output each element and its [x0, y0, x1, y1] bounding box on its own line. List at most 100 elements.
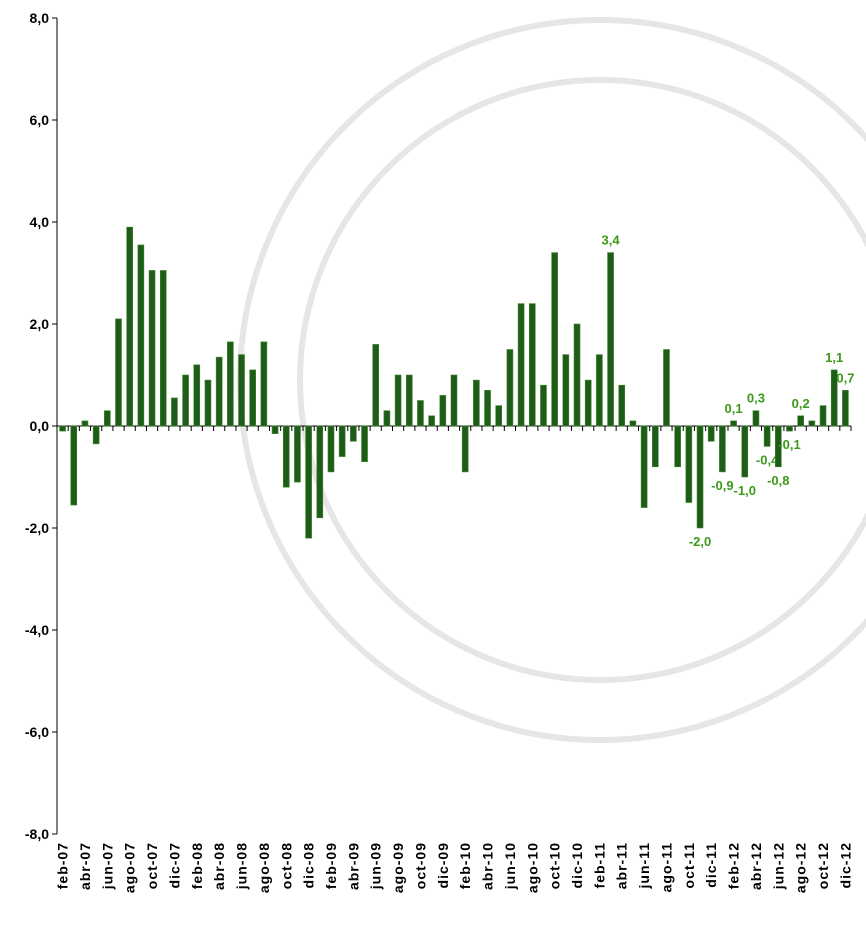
- x-tick-label: ago-09: [390, 842, 406, 893]
- bar: [585, 380, 591, 426]
- bar: [227, 342, 233, 426]
- bar: [362, 426, 368, 462]
- bar: [127, 227, 133, 426]
- x-tick-label: ago-11: [658, 842, 674, 892]
- bar: [731, 421, 737, 426]
- x-tick-label: dic-09: [435, 842, 451, 888]
- value-label: 0,1: [725, 401, 743, 416]
- x-tick-label: jun-11: [636, 842, 652, 889]
- value-label: 0,7: [836, 370, 854, 385]
- value-label: 3,4: [602, 233, 621, 248]
- bar: [507, 350, 513, 427]
- x-tick-label: ago-07: [122, 842, 138, 893]
- bar: [540, 385, 546, 426]
- y-tick-label: 6,0: [30, 112, 50, 128]
- bar: [429, 416, 435, 426]
- bar: [283, 426, 289, 487]
- bar: [239, 355, 245, 426]
- x-tick-label: dic-07: [166, 842, 182, 888]
- value-label: -2,0: [689, 534, 711, 549]
- bar: [406, 375, 412, 426]
- x-tick-label: jun-12: [770, 842, 786, 890]
- bar: [194, 365, 200, 426]
- bar: [742, 426, 748, 477]
- x-tick-label: feb-11: [591, 842, 607, 888]
- value-label: -0,8: [767, 473, 789, 488]
- x-tick-label: dic-11: [703, 842, 719, 888]
- bar: [205, 380, 211, 426]
- bar: [373, 344, 379, 426]
- bar: [608, 253, 614, 426]
- bar: [171, 398, 177, 426]
- bar: [440, 395, 446, 426]
- bar: [306, 426, 312, 538]
- bar: [764, 426, 770, 446]
- x-tick-label: feb-07: [55, 842, 71, 889]
- bar: [417, 401, 423, 427]
- x-tick-label: dic-10: [569, 842, 585, 888]
- x-tick-label: dic-12: [837, 842, 853, 888]
- bar: [71, 426, 77, 505]
- bar: [160, 270, 166, 426]
- bar: [842, 390, 848, 426]
- bar: [350, 426, 356, 441]
- chart: -8,0-6,0-4,0-2,00,02,04,06,08,0feb-07abr…: [0, 0, 866, 937]
- x-tick-label: oct-12: [815, 842, 831, 889]
- bar: [149, 270, 155, 426]
- bar: [384, 411, 390, 426]
- bar: [753, 411, 759, 426]
- bar: [563, 355, 569, 426]
- bar: [686, 426, 692, 503]
- x-tick-label: feb-09: [323, 842, 339, 889]
- bar: [641, 426, 647, 508]
- bar: [809, 421, 815, 426]
- bar: [82, 421, 88, 426]
- bar: [250, 370, 256, 426]
- x-tick-label: ago-08: [256, 842, 272, 893]
- x-tick-label: jun-09: [368, 842, 384, 890]
- bar: [552, 253, 558, 426]
- x-tick-label: oct-09: [412, 842, 428, 889]
- bar: [462, 426, 468, 472]
- y-tick-label: -8,0: [25, 826, 49, 842]
- bar: [60, 426, 66, 431]
- x-tick-label: oct-08: [278, 842, 294, 889]
- bar: [451, 375, 457, 426]
- bar: [93, 426, 99, 444]
- bar: [473, 380, 479, 426]
- bar: [652, 426, 658, 467]
- y-tick-label: -4,0: [25, 622, 49, 638]
- y-tick-label: 0,0: [30, 418, 50, 434]
- bar: [697, 426, 703, 528]
- x-tick-label: ago-12: [793, 842, 809, 893]
- value-label: 1,1: [825, 350, 843, 365]
- bar: [116, 319, 122, 426]
- bar: [529, 304, 535, 426]
- bar: [339, 426, 345, 457]
- value-label: -1,0: [734, 483, 756, 498]
- value-label: -0,1: [778, 437, 800, 452]
- bar: [485, 390, 491, 426]
- x-tick-label: feb-10: [457, 842, 473, 889]
- bar: [328, 426, 334, 472]
- x-tick-label: abr-10: [480, 842, 496, 890]
- x-tick-label: jun-07: [99, 842, 115, 890]
- bar: [518, 304, 524, 426]
- bar: [294, 426, 300, 482]
- bar: [708, 426, 714, 441]
- x-tick-label: feb-12: [726, 842, 742, 889]
- x-tick-label: feb-08: [189, 842, 205, 889]
- y-tick-label: 8,0: [30, 10, 50, 26]
- bar: [719, 426, 725, 472]
- x-tick-label: dic-08: [301, 842, 317, 888]
- bar: [630, 421, 636, 426]
- x-tick-label: ago-10: [524, 842, 540, 893]
- x-tick-label: abr-08: [211, 842, 227, 890]
- bar: [317, 426, 323, 518]
- y-tick-label: -6,0: [25, 724, 49, 740]
- bar: [820, 406, 826, 426]
- bar: [183, 375, 189, 426]
- x-tick-label: oct-11: [681, 842, 697, 888]
- bar: [496, 406, 502, 426]
- x-tick-label: jun-08: [234, 842, 250, 890]
